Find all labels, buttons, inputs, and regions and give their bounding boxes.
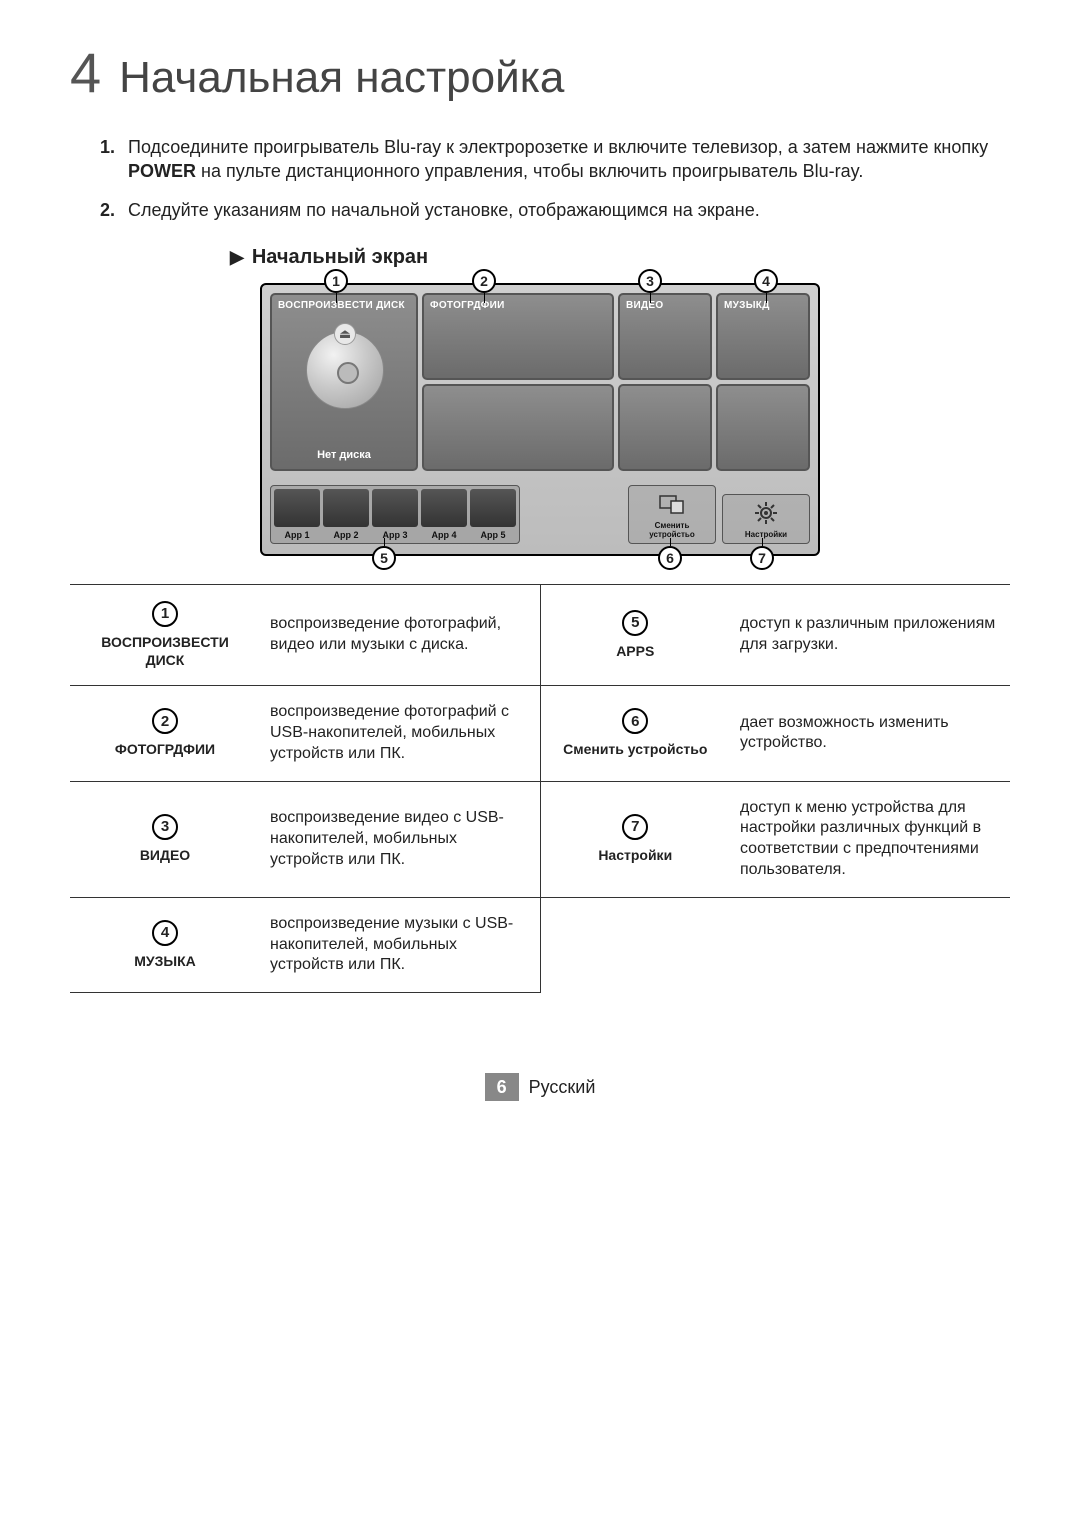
legend-table: 1 ВОСПРОИЗВЕСТИ ДИСК воспроизведение фото… <box>70 584 1010 993</box>
apps-strip: App 1 App 2 App 3 App 4 App 5 <box>270 485 520 544</box>
legend-badge: 6 <box>622 708 648 734</box>
callout-badge-2: 2 <box>472 269 496 293</box>
legend-name: Сменить устройстьо <box>551 740 721 758</box>
app-5[interactable]: App 5 <box>470 489 516 540</box>
home-screen-mockup: 1 2 3 4 ВОСПРОИЗВЕСТИ ДИСК ⏏ Нет диска Ф… <box>260 283 820 556</box>
tile-video[interactable]: ВИДЕО <box>618 293 712 380</box>
legend-row: 1 ВОСПРОИЗВЕСТИ ДИСК воспроизведение фото… <box>70 584 1010 685</box>
legend-name: ВИДЕО <box>80 846 250 864</box>
legend-desc: дает возможность изменить устройство. <box>730 686 1010 781</box>
tile-label: ФОТОГРДФИИ <box>430 300 505 311</box>
instruction-num: 2. <box>100 198 128 222</box>
tile-label: ВИДЕО <box>626 300 663 311</box>
callout-badge-1: 1 <box>324 269 348 293</box>
device-icon <box>657 490 687 518</box>
app-icon <box>421 489 467 527</box>
play-icon: ▶ <box>230 247 244 267</box>
change-device-button[interactable]: Сменить устройстьо <box>628 485 716 544</box>
tile-music[interactable]: МУЗЫКД <box>716 293 810 380</box>
legend-badge: 1 <box>152 601 178 627</box>
legend-desc: воспроизведение музыки с USB-накопителей… <box>260 897 540 992</box>
tile-label: ВОСПРОИЗВЕСТИ ДИСК <box>278 300 405 311</box>
legend-badge: 7 <box>622 814 648 840</box>
instruction-2: 2. Следуйте указаниям по начальной устан… <box>100 198 1010 222</box>
page-footer: 6 Русский <box>70 1073 1010 1101</box>
tile-placeholder <box>422 384 614 471</box>
app-icon <box>274 489 320 527</box>
legend-badge: 3 <box>152 814 178 840</box>
tile-play-disc[interactable]: ВОСПРОИЗВЕСТИ ДИСК ⏏ Нет диска <box>270 293 418 471</box>
callout-badge-4: 4 <box>754 269 778 293</box>
legend-row: 4 МУЗЫКА воспроизведение музыки с USB-нак… <box>70 897 1010 992</box>
app-3[interactable]: App 3 <box>372 489 418 540</box>
legend-desc: воспроизведение фотографий, видео или му… <box>260 584 540 685</box>
legend-desc: воспроизведение видео с USB-накопителей,… <box>260 781 540 897</box>
gear-icon <box>751 499 781 527</box>
legend-name: APPS <box>551 642 721 660</box>
legend-badge: 5 <box>622 610 648 636</box>
app-1[interactable]: App 1 <box>274 489 320 540</box>
legend-desc: доступ к различным приложениям для загру… <box>730 584 1010 685</box>
callout-badge-7: 7 <box>750 546 774 570</box>
section-title-text: Начальная настройка <box>119 53 564 102</box>
language-label: Русский <box>529 1077 596 1097</box>
legend-row: 2 ФОТОГРДФИИ воспроизведение фотографий с… <box>70 686 1010 781</box>
instruction-num: 1. <box>100 135 128 184</box>
legend-badge: 4 <box>152 920 178 946</box>
legend-desc: доступ к меню устройства для настройки р… <box>730 781 1010 897</box>
callout-badge-5: 5 <box>372 546 396 570</box>
section-number: 4 <box>70 41 101 104</box>
app-2[interactable]: App 2 <box>323 489 369 540</box>
page-number: 6 <box>485 1073 519 1101</box>
legend-name: Настройки <box>551 846 721 864</box>
section-heading: 4 Начальная настройка <box>70 40 1010 105</box>
app-icon <box>323 489 369 527</box>
subheading: ▶Начальный экран <box>230 246 1010 269</box>
eject-icon: ⏏ <box>334 323 356 345</box>
app-icon <box>470 489 516 527</box>
legend-name: ФОТОГРДФИИ <box>80 740 250 758</box>
callout-badge-6: 6 <box>658 546 682 570</box>
no-disk-label: Нет диска <box>272 449 416 461</box>
instruction-1: 1. Подсоедините проигрыватель Blu-ray к … <box>100 135 1010 184</box>
legend-name: МУЗЫКА <box>80 952 250 970</box>
callout-badge-3: 3 <box>638 269 662 293</box>
app-4[interactable]: App 4 <box>421 489 467 540</box>
legend-name: ВОСПРОИЗВЕСТИ ДИСК <box>80 633 250 669</box>
tile-label: МУЗЫКД <box>724 300 770 311</box>
instruction-text: Следуйте указаниям по начальной установк… <box>128 198 1010 222</box>
tile-photos[interactable]: ФОТОГРДФИИ <box>422 293 614 380</box>
instruction-text: Подсоедините проигрыватель Blu-ray к эле… <box>128 135 1010 184</box>
app-icon <box>372 489 418 527</box>
tile-placeholder <box>618 384 712 471</box>
legend-desc: воспроизведение фотографий с USB-накопит… <box>260 686 540 781</box>
tile-placeholder <box>716 384 810 471</box>
settings-button[interactable]: Настройки <box>722 494 810 544</box>
legend-badge: 2 <box>152 708 178 734</box>
legend-row: 3 ВИДЕО воспроизведение видео с USB-накоп… <box>70 781 1010 897</box>
